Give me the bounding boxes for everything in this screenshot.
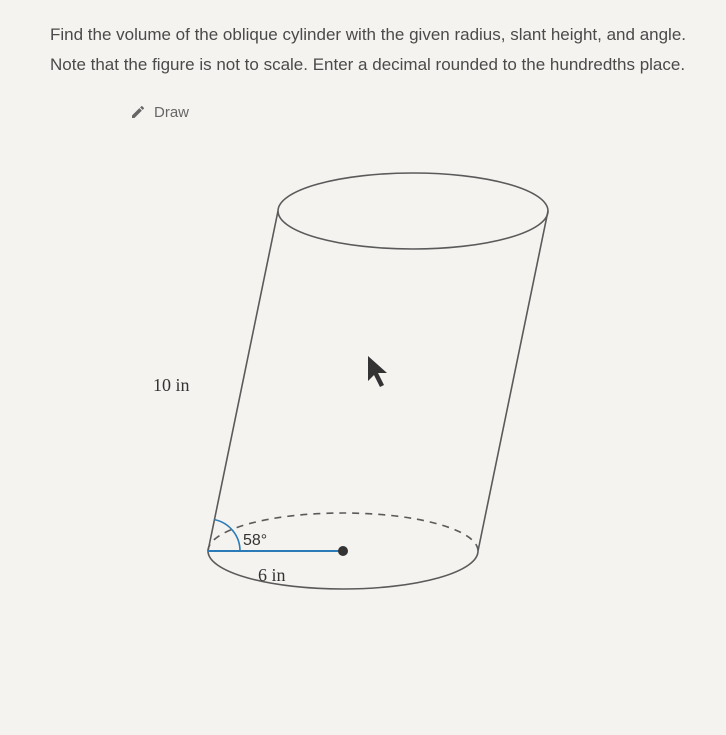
- cursor-icon: [368, 356, 387, 387]
- draw-tool[interactable]: Draw: [130, 104, 696, 121]
- pencil-icon: [130, 104, 146, 120]
- slant-height-label: 10 in: [153, 375, 190, 395]
- center-dot: [338, 546, 348, 556]
- right-side: [478, 211, 548, 551]
- top-ellipse: [278, 173, 548, 249]
- question-text: Find the volume of the oblique cylinder …: [50, 20, 696, 80]
- radius-label: 6 in: [258, 565, 286, 585]
- left-side: [208, 211, 278, 551]
- bottom-ellipse-front: [208, 551, 478, 589]
- cylinder-figure: 10 in 58° 6 in: [50, 131, 696, 631]
- draw-label: Draw: [154, 104, 189, 121]
- angle-label: 58°: [243, 532, 267, 549]
- cylinder-svg: 10 in 58° 6 in: [113, 131, 633, 631]
- angle-arc: [215, 519, 241, 550]
